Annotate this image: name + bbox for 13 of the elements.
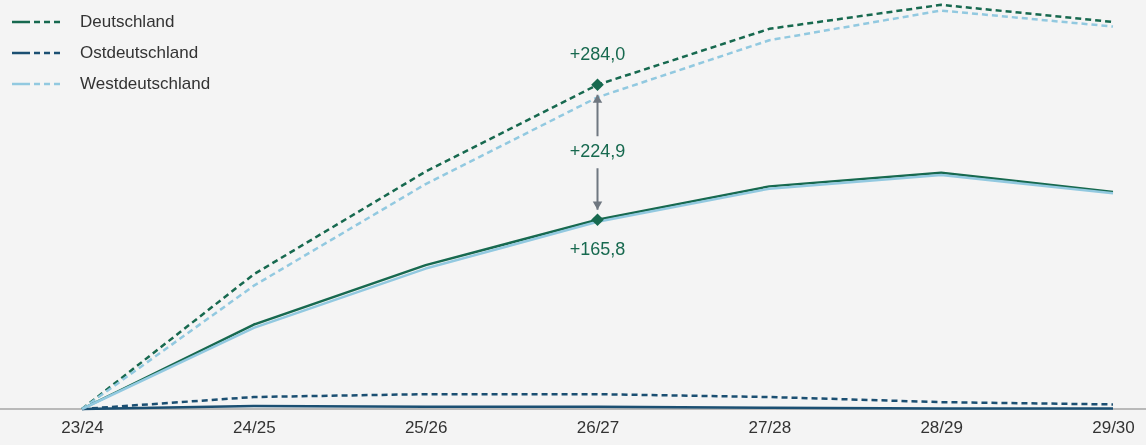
x-tick-label: 23/24: [61, 417, 104, 437]
legend-label: Ostdeutschland: [80, 43, 199, 62]
x-tick-label: 28/29: [920, 417, 963, 437]
legend-label: Deutschland: [80, 12, 175, 31]
x-tick-label: 26/27: [576, 417, 620, 437]
x-tick-label: 25/26: [404, 417, 448, 437]
x-tick-label: 24/25: [233, 417, 276, 437]
x-tick-label: 29/30: [1092, 417, 1135, 437]
annotation: +224,9: [569, 141, 626, 162]
data-label: +284,0: [569, 43, 626, 64]
data-label: +165,8: [569, 238, 626, 259]
legend-label: Westdeutschland: [80, 74, 211, 93]
x-tick-label: 27/28: [748, 417, 792, 437]
